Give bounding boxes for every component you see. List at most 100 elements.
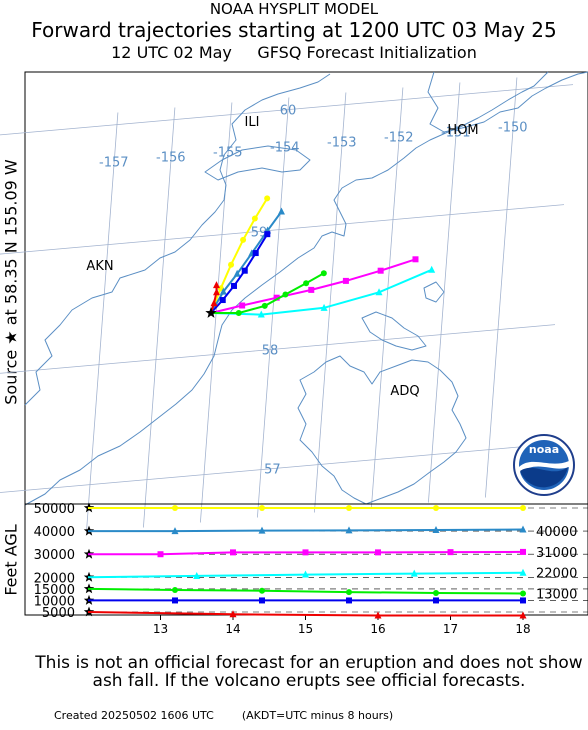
trajectory-50000 [210,195,271,314]
meridian-line [257,97,290,518]
map-place-labels: ILI HOM AKN ADQ [86,115,478,399]
meridian-line [371,87,404,508]
trajectory-point [258,526,266,534]
meridian-label: -156 [156,151,186,166]
trajectory-point [433,590,439,597]
final-height-label: 31000 [536,546,577,561]
trajectory-point [230,549,236,556]
footer: Created 20250502 1606 UTC (AKDT=UTC minus… [54,709,421,722]
trajectory-line [210,197,269,314]
final-height-label: 40000 [536,525,577,540]
parallel-label: 60 [280,104,297,119]
coastline-kodiak [297,355,467,505]
height-line [87,611,523,617]
trajectory-point [320,270,327,277]
trajectory-point [342,277,349,284]
height-line [88,528,524,533]
trajectory-point [157,551,164,558]
trajectory-point [259,587,265,594]
trajectory-point [520,505,526,511]
trajectory-point [303,280,310,287]
trajectory-point [412,256,419,263]
coastline-kenai [427,71,588,133]
height-tick-label: 30000 [34,548,75,563]
trajectory-point [375,288,383,296]
parallel-label: 57 [264,463,281,478]
parallel-line [0,444,547,493]
height-tick-label: 20000 [34,571,75,586]
place-label-hom: HOM [447,123,478,138]
page-title: Forward trajectories starting at 1200 UT… [31,18,557,42]
trajectory-line [211,272,325,314]
meridian-label: -152 [384,131,414,146]
height-tick-label: 50000 [34,502,75,517]
trajectory-30000 [210,256,419,314]
height-tick-label: 5000 [42,606,75,621]
trajectory-point [273,294,280,301]
trajectory-5000 [210,281,221,314]
time-tick-label: 18 [515,622,530,636]
meridian-label: -150 [498,121,528,136]
trajectory-paths [210,195,436,318]
meridian-label: -151 [441,126,471,141]
trajectory-point [433,597,439,604]
meridian-line [143,107,176,528]
trajectory-point [171,527,179,535]
parallel-line [0,84,574,136]
height-series-15000 [87,587,526,597]
init-subtitle: 12 UTC 02 May GFSQ Forecast Initializati… [0,43,588,63]
height-series-5000 [87,610,527,619]
time-tick-label: 17 [443,622,458,636]
trajectory-point [235,309,242,316]
height-series-50000 [88,505,526,511]
trajectory-point [519,568,527,576]
height-tick-label: 15000 [34,583,75,598]
coastline-barren-islands [423,281,445,303]
trajectory-point [210,299,218,307]
meridian-label: -155 [213,146,243,161]
meridian-line [86,112,119,533]
disclaimer-text: This is not an official forecast for an … [35,653,583,691]
time-tick-label: 16 [370,622,385,636]
trajectory-line [210,210,283,314]
trajectory-point [302,549,309,556]
trajectory-point [302,570,309,578]
time-tick-label: 14 [225,622,240,636]
trajectory-point [432,525,440,533]
trajectory-point [228,261,235,268]
height-panel-frame [24,503,588,616]
trajectory-point [410,569,418,577]
coastline [24,71,588,506]
model-name: NOAA HYSPLIT MODEL [209,0,379,18]
trajectory-10000 [210,231,271,314]
place-label-akn: AKN [86,259,113,274]
trajectory-point [346,505,352,511]
trajectory-15000 [211,270,327,316]
height-series-20000 [87,568,527,579]
parallel-line [0,324,556,374]
trajectory-point [447,549,454,556]
place-label-ili: ILI [245,115,260,130]
trajectory-point [346,589,352,596]
parallel-label: 58 [262,344,279,359]
map-frame [24,71,588,505]
trajectory-point [212,281,220,289]
coastline-bristol-bay [24,73,331,406]
meridian-label: -157 [99,156,129,171]
trajectory-point [320,303,328,311]
init-source: GFSQ Forecast Initialization [257,43,477,62]
final-height-label: 22000 [536,567,577,582]
coastline-lake-iliamna [204,145,311,181]
trajectory-point [172,505,178,511]
trajectory-point [172,597,178,604]
trajectory-point [252,250,259,257]
trajectory-point [219,297,226,304]
trajectory-point [259,597,265,604]
trajectory-point [519,611,527,619]
trajectory-point [239,302,246,309]
height-tick-label: 40000 [34,525,75,540]
trajectory-point [193,571,201,579]
trajectory-point [257,310,265,318]
trajectory-point [241,267,248,274]
